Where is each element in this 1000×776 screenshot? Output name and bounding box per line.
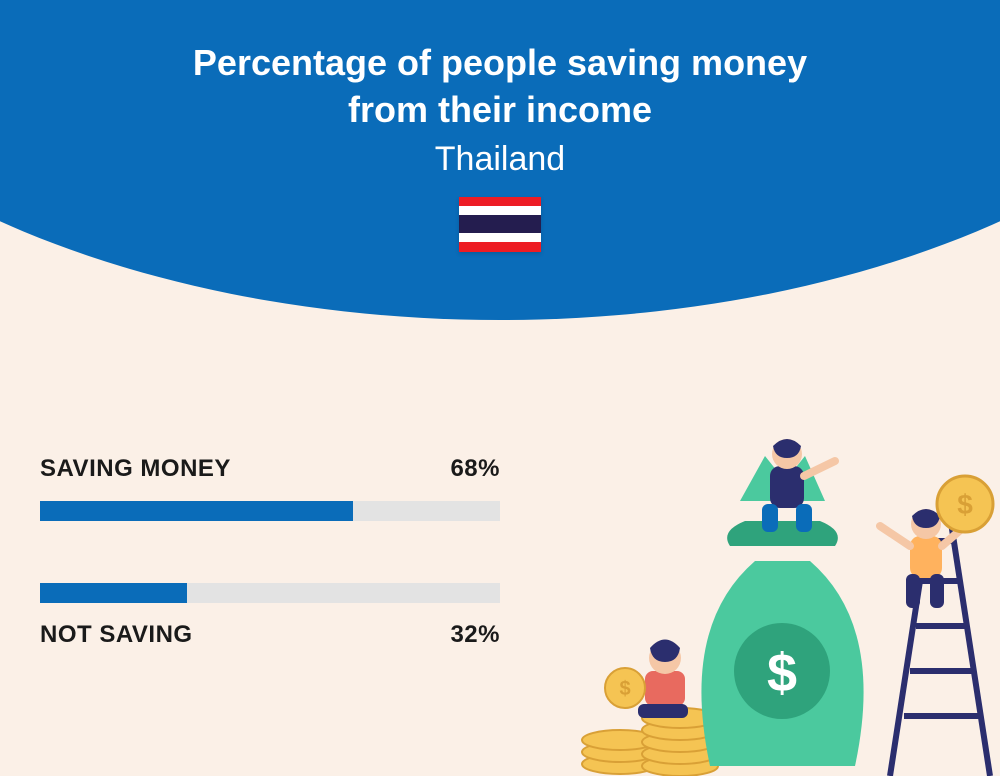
svg-text:$: $ xyxy=(957,489,973,520)
bar-label: SAVING MONEY xyxy=(40,455,231,483)
title-line-2: from their income xyxy=(0,87,1000,134)
bar-chart: SAVING MONEY 68% NOT SAVING 32% xyxy=(40,455,500,711)
savings-illustration-icon: $ $ $ xyxy=(560,426,1000,776)
thailand-flag-icon xyxy=(459,197,541,252)
header: Percentage of people saving money from t… xyxy=(0,0,1000,252)
person-ladder-icon: $ xyxy=(880,476,993,608)
bar-label: NOT SAVING xyxy=(40,621,193,649)
bar-track xyxy=(40,501,500,521)
bar-percent: 32% xyxy=(450,621,500,649)
coin-stack-icon xyxy=(582,708,718,776)
svg-text:$: $ xyxy=(767,643,797,703)
bar-percent: 68% xyxy=(450,455,500,483)
person-sitting-icon: $ xyxy=(605,640,688,719)
bar-row: NOT SAVING 32% xyxy=(40,583,500,649)
bar-fill xyxy=(40,501,353,521)
bar-fill xyxy=(40,583,187,603)
person-top-icon xyxy=(762,439,835,532)
title-line-1: Percentage of people saving money xyxy=(0,40,1000,87)
bar-track xyxy=(40,583,500,603)
country-name: Thailand xyxy=(0,140,1000,179)
svg-text:$: $ xyxy=(619,678,630,700)
bar-row: SAVING MONEY 68% xyxy=(40,455,500,521)
